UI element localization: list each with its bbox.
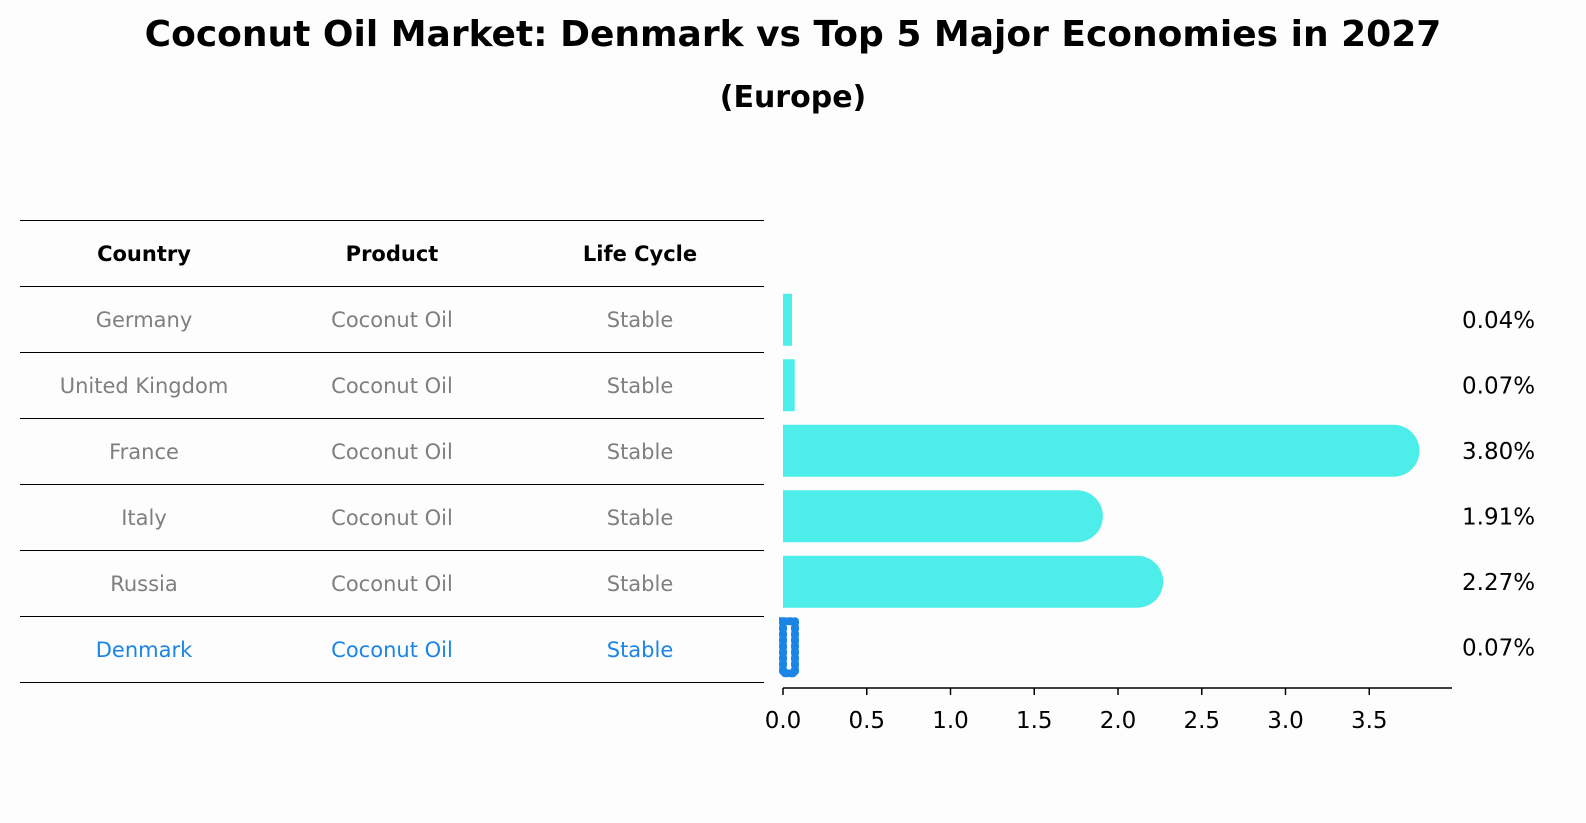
- table-row: United Kingdom Coconut Oil Stable: [20, 352, 764, 419]
- x-tick-label: 2.5: [1183, 708, 1220, 734]
- cell-country: France: [20, 418, 268, 485]
- header-country: Country: [20, 220, 268, 287]
- bar: [783, 555, 1164, 608]
- bar: [783, 359, 795, 412]
- bar: [783, 293, 792, 346]
- data-table: Country Product Life Cycle Germany Cocon…: [20, 220, 764, 683]
- chart-subtitle: (Europe): [719, 80, 867, 115]
- table-row-highlighted: Denmark Coconut Oil Stable: [20, 616, 764, 683]
- cell-life-cycle: Stable: [516, 352, 764, 419]
- value-label: 3.80%: [1462, 439, 1535, 465]
- cell-country: United Kingdom: [20, 352, 268, 419]
- bar: [783, 424, 1420, 477]
- table-header-row: Country Product Life Cycle: [20, 220, 764, 287]
- cell-product: Coconut Oil: [268, 286, 516, 353]
- cell-country: Russia: [20, 550, 268, 617]
- x-tick-label: 1.5: [1016, 708, 1053, 734]
- cell-life-cycle: Stable: [516, 418, 764, 485]
- value-label: 0.04%: [1462, 308, 1535, 334]
- cell-product: Coconut Oil: [268, 418, 516, 485]
- cell-life-cycle: Stable: [516, 616, 764, 683]
- cell-country: Denmark: [20, 616, 268, 683]
- cell-product: Coconut Oil: [268, 484, 516, 551]
- cell-country: Italy: [20, 484, 268, 551]
- chart-title: Coconut Oil Market: Denmark vs Top 5 Maj…: [144, 14, 1442, 55]
- header-life-cycle: Life Cycle: [516, 220, 764, 287]
- table-row: Germany Coconut Oil Stable: [20, 286, 764, 353]
- value-label: 2.27%: [1462, 570, 1535, 596]
- x-tick-label: 0.5: [848, 708, 885, 734]
- cell-life-cycle: Stable: [516, 484, 764, 551]
- table-row: Italy Coconut Oil Stable: [20, 484, 764, 551]
- value-label: 0.07%: [1462, 635, 1535, 661]
- cell-life-cycle: Stable: [516, 550, 764, 617]
- x-tick-label: 2.0: [1100, 708, 1137, 734]
- x-tick-label: 1.0: [932, 708, 969, 734]
- value-label: 1.91%: [1462, 504, 1535, 530]
- bar: [783, 490, 1103, 543]
- table-row: Russia Coconut Oil Stable: [20, 550, 764, 617]
- cell-life-cycle: Stable: [516, 286, 764, 353]
- table-row: France Coconut Oil Stable: [20, 418, 764, 485]
- header-product: Product: [268, 220, 516, 287]
- x-tick-label: 3.5: [1351, 708, 1388, 734]
- bar-highlight: [779, 617, 799, 678]
- cell-product: Coconut Oil: [268, 616, 516, 683]
- value-label: 0.07%: [1462, 373, 1535, 399]
- cell-product: Coconut Oil: [268, 550, 516, 617]
- x-tick-label: 0.0: [765, 708, 802, 734]
- cell-product: Coconut Oil: [268, 352, 516, 419]
- x-tick-label: 3.0: [1267, 708, 1304, 734]
- cell-country: Germany: [20, 286, 268, 353]
